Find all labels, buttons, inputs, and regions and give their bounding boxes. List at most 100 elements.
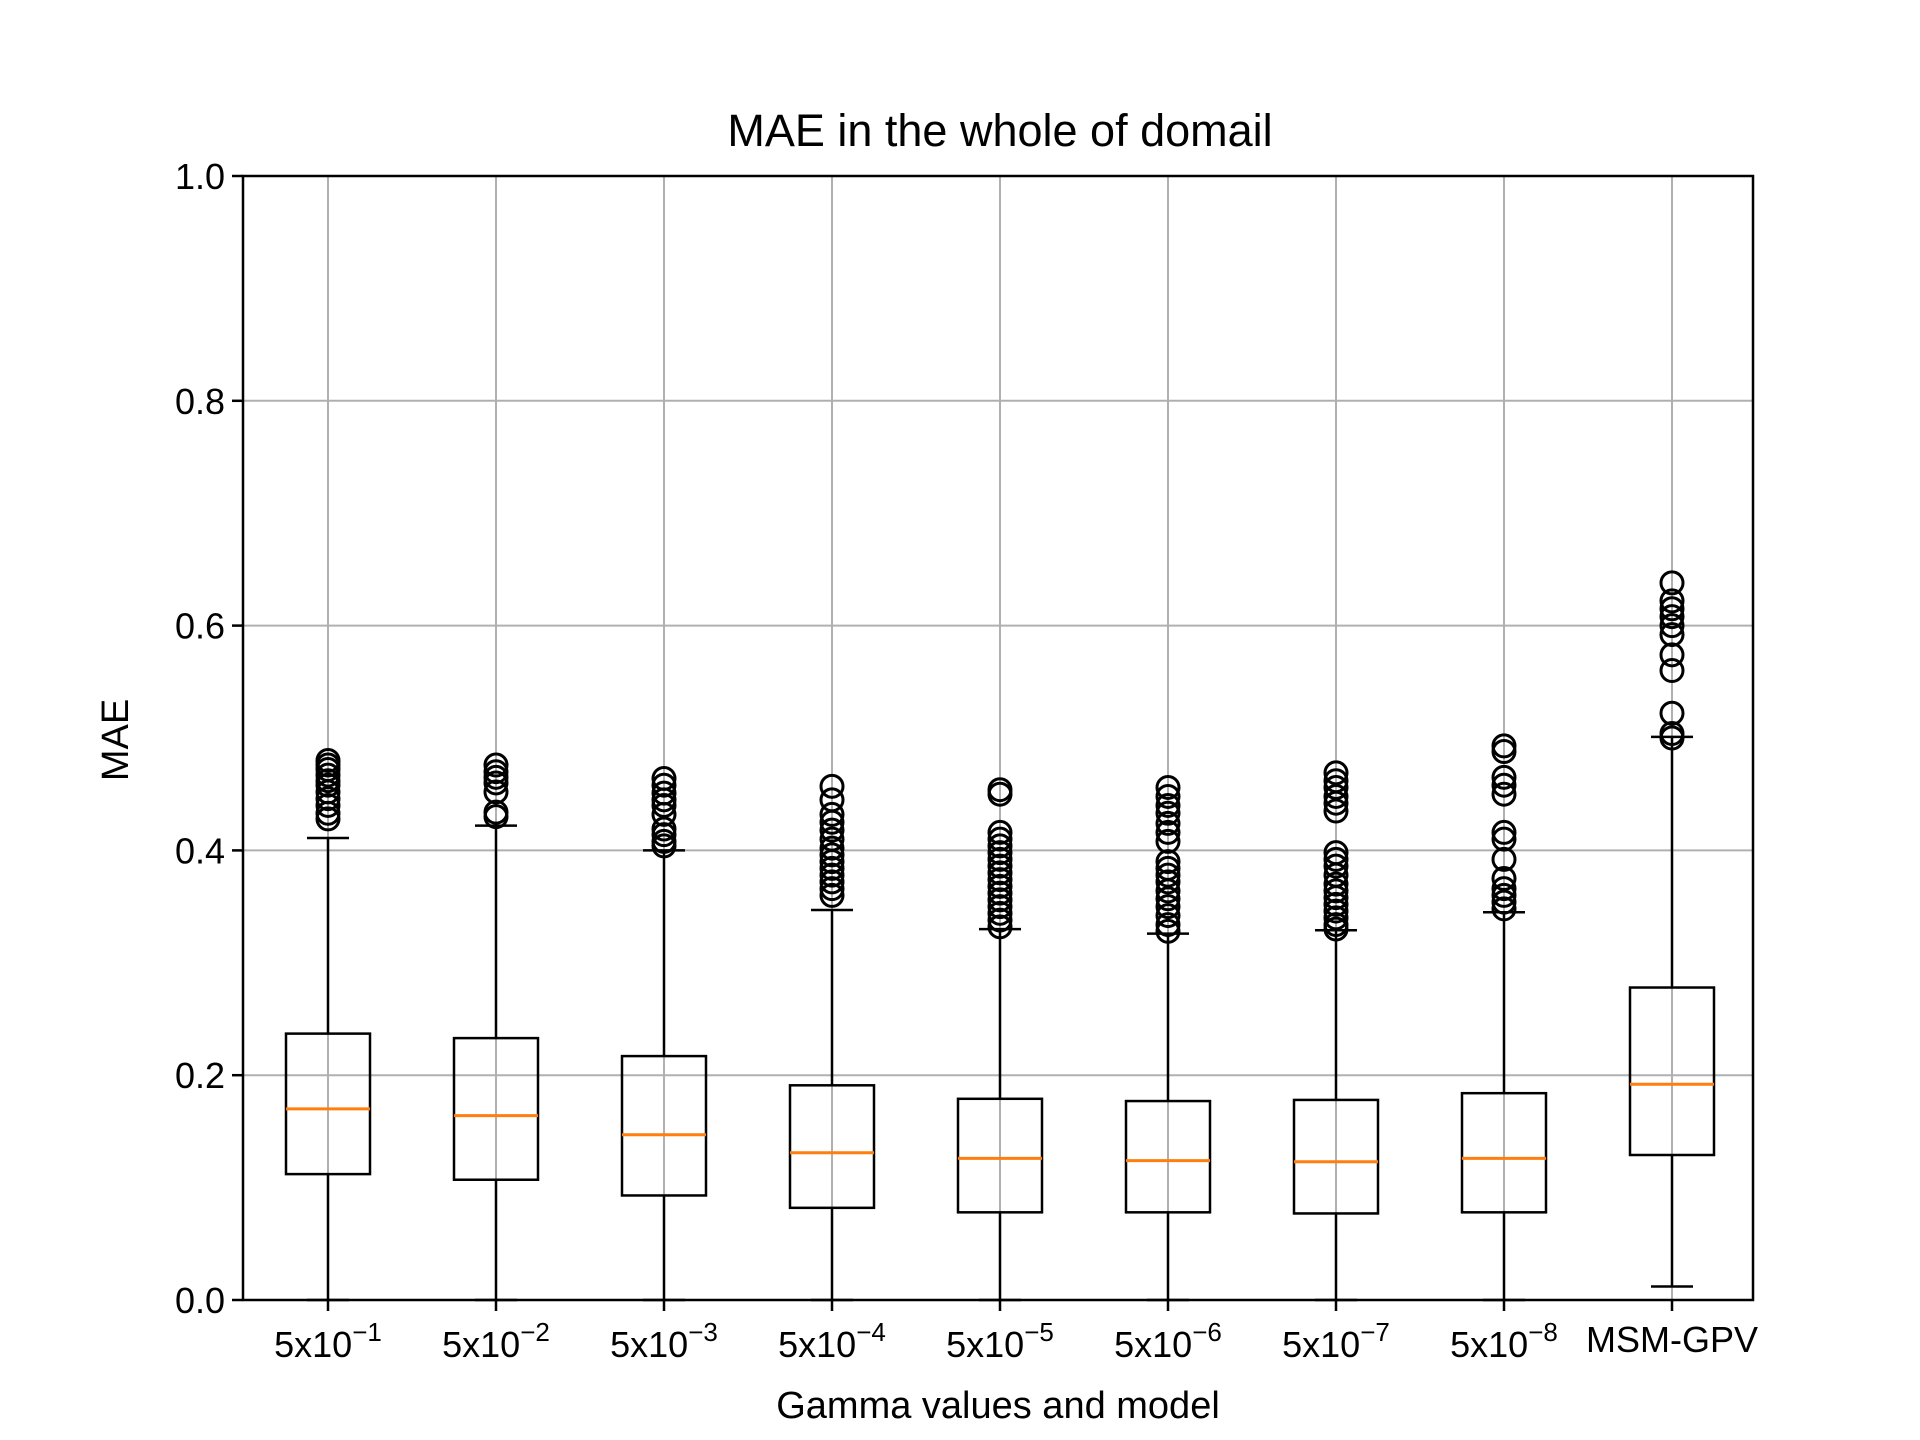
x-tick-label: 5x10−2 — [442, 1317, 550, 1365]
x-tick-label: 5x10−1 — [274, 1317, 382, 1365]
outlier-point — [1659, 642, 1685, 668]
outlier-point — [1323, 871, 1349, 897]
x-axis-ticks: 5x10−1 5x10−2 5x10−3 5x10−4 5x10−5 5x10−6 5x10… — [274, 1300, 1758, 1365]
iqr-box — [284, 1032, 372, 1176]
outlier-point — [1323, 898, 1349, 924]
y-tick-label: 0.6 — [175, 606, 225, 647]
y-tick-label: 0.2 — [175, 1055, 225, 1096]
outlier-point — [1491, 846, 1517, 872]
outlier-point — [315, 786, 341, 812]
x-axis-label: Gamma values and model — [776, 1385, 1220, 1427]
outlier-point — [1155, 918, 1181, 944]
outlier-point — [819, 869, 845, 895]
x-tick-label: 5x10−6 — [1114, 1317, 1222, 1365]
outlier-point — [1155, 903, 1181, 929]
x-tick-exponent: −6 — [1192, 1317, 1222, 1347]
iqr-box — [620, 1054, 708, 1197]
box-groups — [284, 570, 1716, 1302]
outlier-point — [1659, 721, 1685, 747]
outlier-point — [483, 799, 509, 825]
outlier-point — [1155, 912, 1181, 938]
outlier-point — [1323, 905, 1349, 931]
x-tick-exponent: −7 — [1360, 1317, 1390, 1347]
y-tick-label: 1.0 — [175, 156, 225, 197]
outlier-point — [987, 833, 1013, 859]
chart-title: MAE in the whole of domail — [727, 105, 1272, 156]
outlier-point — [819, 801, 845, 827]
outlier-point — [1323, 760, 1349, 786]
outlier-point — [1155, 869, 1181, 895]
outlier-point — [819, 876, 845, 902]
outlier-point — [1491, 826, 1517, 852]
outlier-point — [1155, 774, 1181, 800]
outlier-point — [1155, 783, 1181, 809]
outlier-point — [1491, 889, 1517, 915]
outlier-point — [1659, 613, 1685, 639]
box-group — [788, 773, 876, 1302]
iqr-box — [956, 1097, 1044, 1214]
outlier-point — [1323, 798, 1349, 824]
x-tick-exponent: −2 — [520, 1317, 550, 1347]
x-tick-base: 5x10 — [946, 1324, 1024, 1365]
outlier-point — [1659, 570, 1685, 596]
outlier-point — [1155, 810, 1181, 836]
x-tick-base: 5x10 — [1450, 1324, 1528, 1365]
outlier-point — [1659, 622, 1685, 648]
outlier-point — [987, 819, 1013, 845]
outlier-point — [1491, 772, 1517, 798]
outlier-point — [1155, 862, 1181, 888]
x-tick-label: 5x10−3 — [610, 1317, 718, 1365]
x-tick-label: MSM-GPV — [1586, 1319, 1758, 1360]
x-tick-base: 5x10 — [1114, 1324, 1192, 1365]
outlier-point — [1659, 700, 1685, 726]
y-tick-label: 0.0 — [175, 1280, 225, 1321]
outlier-point — [483, 759, 509, 785]
iqr-box — [1628, 986, 1716, 1157]
box-group — [1628, 570, 1716, 1288]
outlier-point — [483, 752, 509, 778]
iqr-box — [1292, 1098, 1380, 1215]
outlier-point — [1323, 846, 1349, 872]
x-tick-base: 5x10 — [778, 1324, 856, 1365]
outlier-point — [987, 894, 1013, 920]
x-tick-exponent: −3 — [688, 1317, 718, 1347]
outlier-point — [987, 853, 1013, 879]
outlier-point — [987, 777, 1013, 803]
outlier-point — [1491, 733, 1517, 759]
x-tick-label: 5x10−5 — [946, 1317, 1054, 1365]
outlier-point — [819, 817, 845, 843]
outlier-point — [1491, 866, 1517, 891]
outlier-point — [987, 846, 1013, 872]
box-group — [452, 752, 540, 1302]
outlier-point — [1155, 886, 1181, 912]
y-tick-label: 0.4 — [175, 830, 225, 871]
outlier-point — [1155, 855, 1181, 881]
outlier-point — [1491, 764, 1517, 790]
outlier-point — [1155, 800, 1181, 826]
x-tick-exponent: −4 — [856, 1317, 886, 1347]
box-group — [1292, 760, 1380, 1302]
grid-lines — [243, 175, 1753, 1301]
outlier-point — [1323, 840, 1349, 866]
outlier-point — [987, 826, 1013, 852]
outlier-point — [315, 747, 341, 773]
outlier-point — [1323, 912, 1349, 938]
y-tick-label: 0.8 — [175, 381, 225, 422]
iqr-box — [788, 1084, 876, 1210]
outlier-point — [1323, 853, 1349, 879]
outlier-point — [987, 914, 1013, 940]
outlier-point — [651, 828, 677, 854]
x-tick-exponent: −1 — [352, 1317, 382, 1347]
x-tick-exponent: −5 — [1024, 1317, 1054, 1347]
outlier-point — [987, 873, 1013, 899]
outlier-point — [651, 816, 677, 842]
outlier-point — [1155, 894, 1181, 920]
outlier-point — [819, 826, 845, 852]
outlier-point — [1659, 596, 1685, 622]
outlier-point — [819, 855, 845, 881]
outlier-point — [987, 880, 1013, 906]
outlier-point — [1491, 819, 1517, 845]
outlier-point — [1155, 792, 1181, 818]
outlier-point — [819, 842, 845, 868]
outlier-point — [987, 867, 1013, 893]
